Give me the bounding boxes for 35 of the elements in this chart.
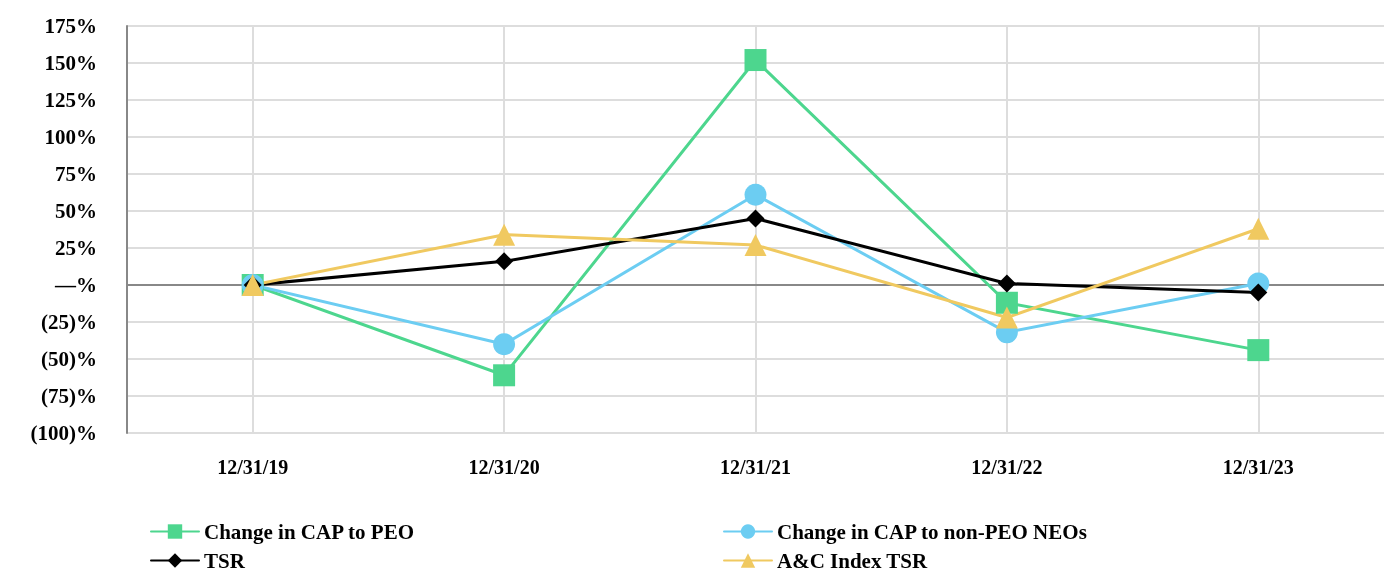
point [746, 209, 765, 228]
point [493, 333, 516, 356]
point [744, 183, 767, 206]
legend-label: Change in CAP to non-PEO NEOs [777, 519, 1087, 544]
y-tick-label: 75% [55, 162, 97, 186]
legend-label: TSR [204, 548, 246, 573]
legend-label: A&C Index TSR [777, 548, 928, 573]
y-tick-label: (100)% [30, 421, 97, 445]
x-tick-label: 12/31/20 [468, 456, 540, 478]
y-tick-label: (75)% [41, 384, 97, 408]
point [744, 234, 767, 257]
x-tick-label: 12/31/22 [971, 456, 1043, 478]
y-tick-label: —% [54, 273, 97, 297]
y-tick-label: 25% [55, 236, 97, 260]
point [1247, 217, 1270, 240]
y-tick-label: (50)% [41, 347, 97, 371]
x-tick-label: 12/31/21 [719, 456, 792, 478]
point [493, 223, 516, 246]
point [495, 252, 514, 271]
point [995, 291, 1018, 314]
y-tick-label: 50% [55, 199, 97, 223]
x-tick-label: 12/31/23 [1222, 456, 1294, 478]
point [997, 274, 1016, 293]
x-tick-label: 12/31/19 [217, 456, 289, 478]
y-tick-label: (25)% [41, 310, 97, 334]
y-tick-label: 175% [44, 14, 97, 38]
point [493, 364, 516, 387]
y-tick-label: 100% [44, 125, 97, 149]
point [995, 306, 1018, 329]
y-tick-label: 150% [44, 51, 97, 75]
point [1247, 339, 1270, 362]
legend-label: Change in CAP to PEO [204, 519, 415, 544]
point [1249, 283, 1268, 302]
y-tick-label: 125% [44, 88, 97, 112]
point [744, 49, 767, 72]
